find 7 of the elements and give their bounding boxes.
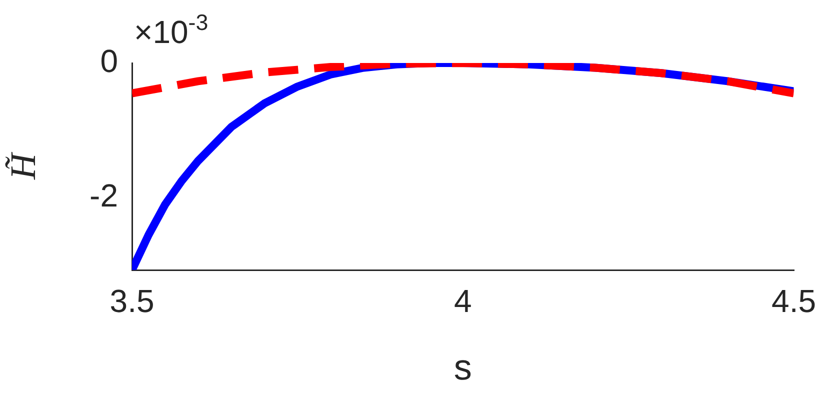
- y-tick-label: -2: [90, 178, 118, 214]
- y-axis-title: H̃: [3, 152, 44, 180]
- x-tick-label: 4: [454, 283, 472, 320]
- x-tick-label: 3.5: [110, 283, 154, 320]
- y-tick-label: 0: [100, 42, 118, 79]
- x-tick-label: 4.5: [772, 283, 816, 320]
- x-axis-title: s: [454, 346, 472, 388]
